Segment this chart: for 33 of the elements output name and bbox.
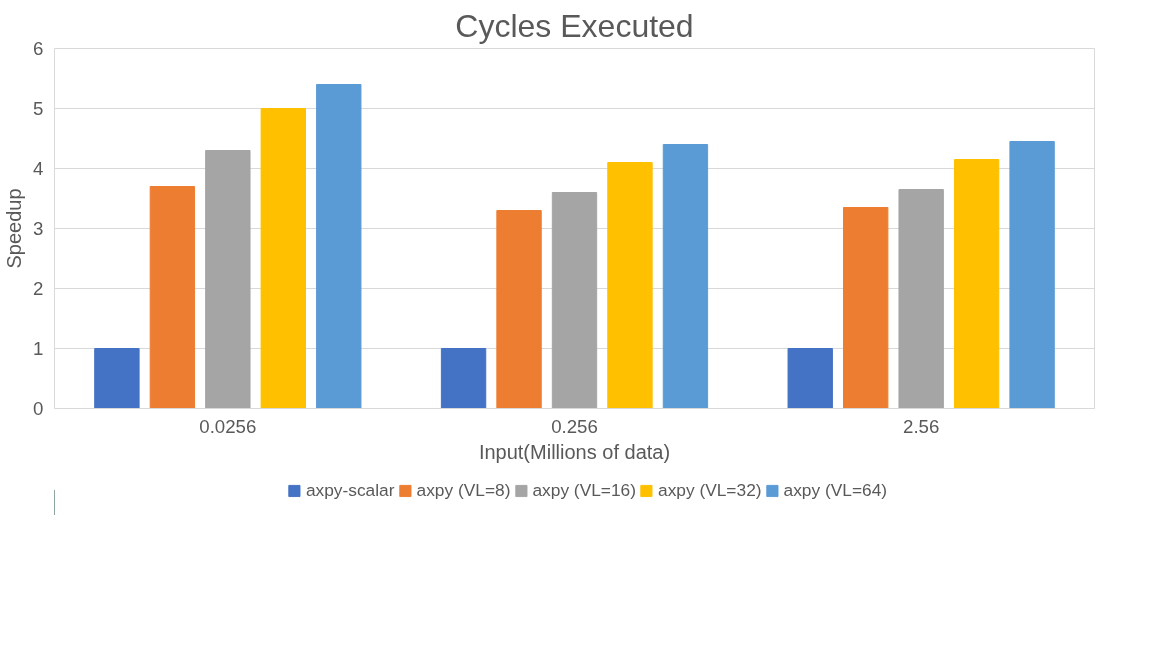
bar — [843, 207, 889, 409]
bar — [607, 162, 653, 409]
bar — [205, 150, 251, 409]
legend-label: axpy (VL=64) — [783, 479, 888, 501]
y-tick-label: 6 — [33, 38, 44, 59]
legend-label: axpy-scalar — [305, 479, 395, 501]
bar — [662, 144, 709, 409]
y-tick-label: 2 — [33, 278, 44, 299]
bar — [953, 159, 1000, 409]
y-tick-label: 0 — [33, 398, 44, 419]
bar — [440, 348, 487, 409]
y-tick-label: 3 — [33, 218, 44, 239]
bar — [1009, 141, 1055, 409]
chart-title: Cycles Executed — [455, 7, 694, 44]
bar — [898, 189, 944, 409]
bar — [260, 108, 306, 409]
legend-label: axpy (VL=32) — [657, 479, 762, 501]
bar — [149, 186, 196, 409]
bar — [94, 348, 140, 409]
bar — [496, 210, 542, 409]
legend-label: axpy (VL=8) — [416, 479, 511, 501]
x-tick-label: 0.0256 — [199, 415, 257, 437]
y-tick-label: 5 — [33, 98, 44, 119]
bar — [316, 84, 362, 409]
bar — [787, 348, 833, 409]
legend-label: axpy (VL=16) — [532, 479, 636, 501]
y-tick-label: 4 — [33, 158, 44, 179]
y-axis-title: Speedup — [3, 188, 26, 269]
x-tick-label: 2.56 — [903, 415, 940, 437]
y-tick-label: 1 — [33, 338, 44, 359]
x-tick-label: 0.256 — [551, 415, 598, 437]
bar — [551, 192, 598, 409]
x-axis-title: Input(Millions of data) — [478, 440, 671, 463]
